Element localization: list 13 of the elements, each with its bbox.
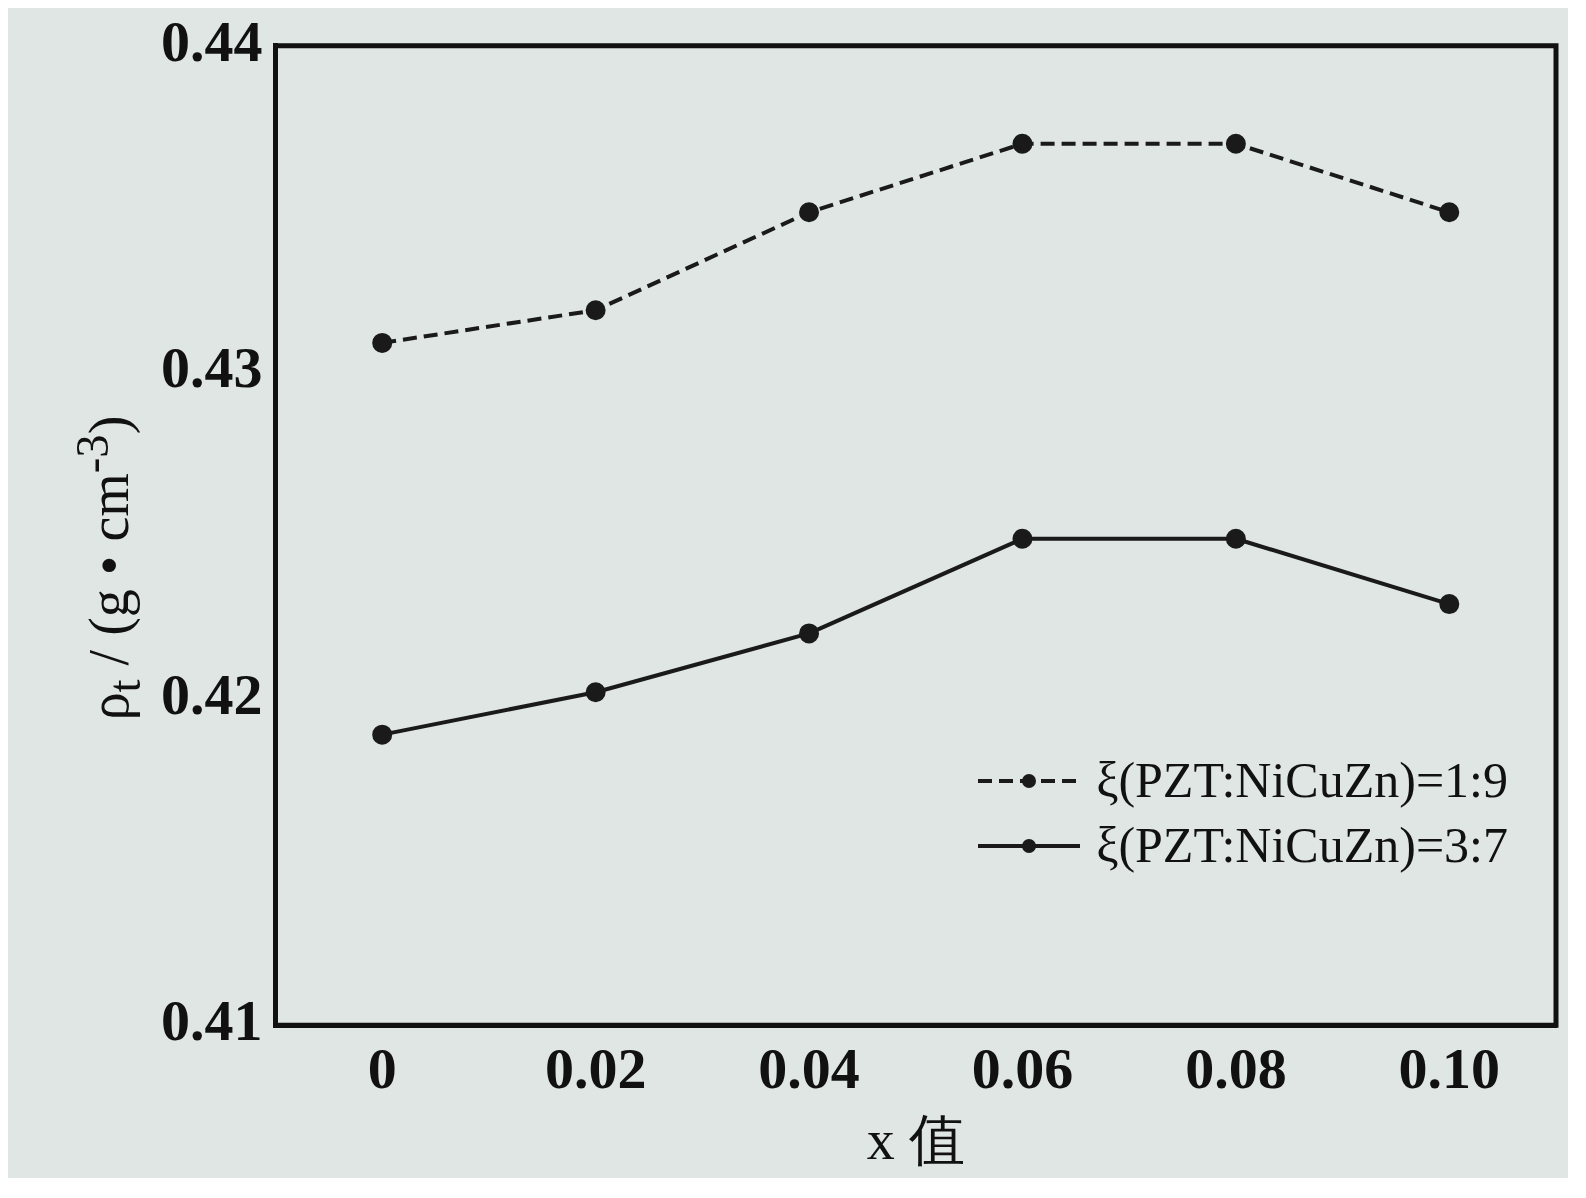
x-axis-title: x 值 [866, 1109, 965, 1172]
y-tick-label: 0.44 [161, 8, 263, 74]
y-tick-label: 0.42 [161, 661, 263, 727]
x-tick-label: 0.04 [758, 1035, 860, 1101]
y-tick-label: 0.41 [161, 988, 263, 1054]
legend-label: ξ(PZT:NiCuZn)=1:9 [1096, 751, 1508, 810]
x-tick-label: 0.08 [1185, 1035, 1287, 1101]
x-tick-label: 0 [367, 1035, 397, 1101]
x-tick-label: 0.06 [971, 1035, 1074, 1101]
y-tick-label: 0.43 [161, 335, 263, 401]
x-tick-label: 0.02 [544, 1035, 647, 1101]
x-tick-label: 0.10 [1398, 1035, 1501, 1101]
legend-label: ξ(PZT:NiCuZn)=3:7 [1096, 816, 1508, 875]
